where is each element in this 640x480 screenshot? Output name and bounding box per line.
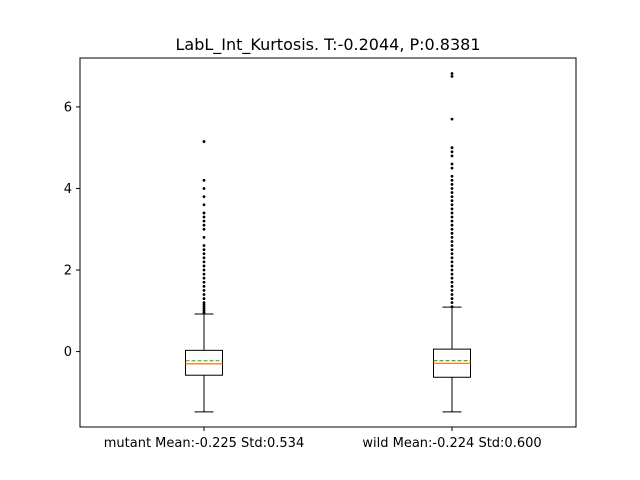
flier-point	[450, 252, 454, 256]
flier-point	[450, 195, 454, 199]
flier-point	[450, 223, 454, 227]
flier-point	[202, 256, 206, 260]
flier-point	[202, 309, 206, 313]
flier-point	[202, 140, 206, 143]
flier-point	[450, 264, 454, 268]
flier-point	[450, 268, 454, 272]
flier-point	[450, 174, 454, 178]
flier-point	[202, 187, 206, 190]
flier-point	[202, 219, 206, 223]
flier-point	[202, 276, 206, 280]
flier-point	[202, 311, 206, 315]
flier-point	[450, 272, 454, 276]
y-tick-label: 0	[64, 345, 72, 360]
x-tick-label: wild Mean:-0.224 Std:0.600	[362, 436, 541, 451]
flier-point	[450, 244, 454, 247]
flier-point	[450, 248, 454, 252]
flier-point	[202, 280, 206, 284]
flier-point	[202, 284, 206, 288]
flier-point	[450, 289, 454, 292]
flier-point	[202, 211, 206, 215]
x-tick-label: mutant Mean:-0.225 Std:0.534	[104, 436, 304, 451]
flier-point	[202, 301, 206, 305]
box	[185, 349, 223, 376]
flier-point	[450, 211, 454, 215]
flier-point	[450, 301, 454, 305]
flier-point	[450, 178, 454, 182]
flier-point	[450, 231, 454, 235]
flier-point	[450, 305, 454, 309]
flier-point	[450, 276, 454, 280]
flier-point	[202, 195, 206, 199]
flier-point	[202, 268, 206, 272]
flier-point	[202, 272, 206, 276]
flier-point	[450, 162, 454, 166]
flier-point	[450, 166, 454, 170]
flier-point	[202, 303, 206, 307]
y-tick-label: 2	[64, 264, 72, 279]
flier-point	[202, 252, 206, 256]
flier-point	[450, 280, 454, 284]
flier-point	[202, 244, 206, 247]
flier-point	[202, 223, 206, 227]
flier-point	[450, 191, 454, 194]
flier-point	[450, 72, 454, 75]
flier-point	[450, 219, 454, 223]
flier-point	[202, 293, 206, 296]
flier-point	[202, 248, 206, 252]
chart-title: LabL_Int_Kurtosis. T:-0.2044, P:0.8381	[175, 35, 480, 55]
axes-frame	[79, 57, 577, 428]
flier-point	[450, 182, 454, 186]
flier-point	[202, 203, 206, 207]
plot-area: 0 2 4 6 mutant Mean:-0.225 Std:0.534 wild Mea…	[64, 72, 542, 451]
flier-point	[450, 227, 454, 231]
flier-point	[450, 150, 454, 154]
flier-point	[450, 74, 454, 78]
flier-point	[450, 260, 454, 264]
flier-point	[202, 297, 206, 300]
flier-point	[450, 236, 454, 239]
flier-point	[202, 227, 206, 231]
flier-point	[450, 154, 454, 158]
flier-point	[450, 207, 454, 211]
flier-point	[450, 203, 454, 207]
flier-point	[202, 178, 206, 182]
flier-point	[202, 236, 206, 239]
flier-point	[450, 256, 454, 260]
flier-point	[450, 215, 454, 219]
flier-point	[202, 305, 206, 309]
flier-point	[450, 146, 454, 150]
flier-point	[450, 117, 454, 121]
flier-point	[202, 215, 206, 219]
flier-point	[450, 199, 454, 203]
flier-point	[450, 240, 454, 243]
flier-point	[450, 293, 454, 296]
flier-point	[450, 187, 454, 190]
flier-point	[202, 307, 206, 311]
flier-point	[202, 289, 206, 292]
flier-point	[202, 264, 206, 268]
flier-point	[450, 297, 454, 300]
flier-point	[202, 260, 206, 264]
y-tick-label: 4	[64, 182, 72, 197]
flier-point	[450, 284, 454, 288]
y-tick-label: 6	[64, 100, 72, 115]
